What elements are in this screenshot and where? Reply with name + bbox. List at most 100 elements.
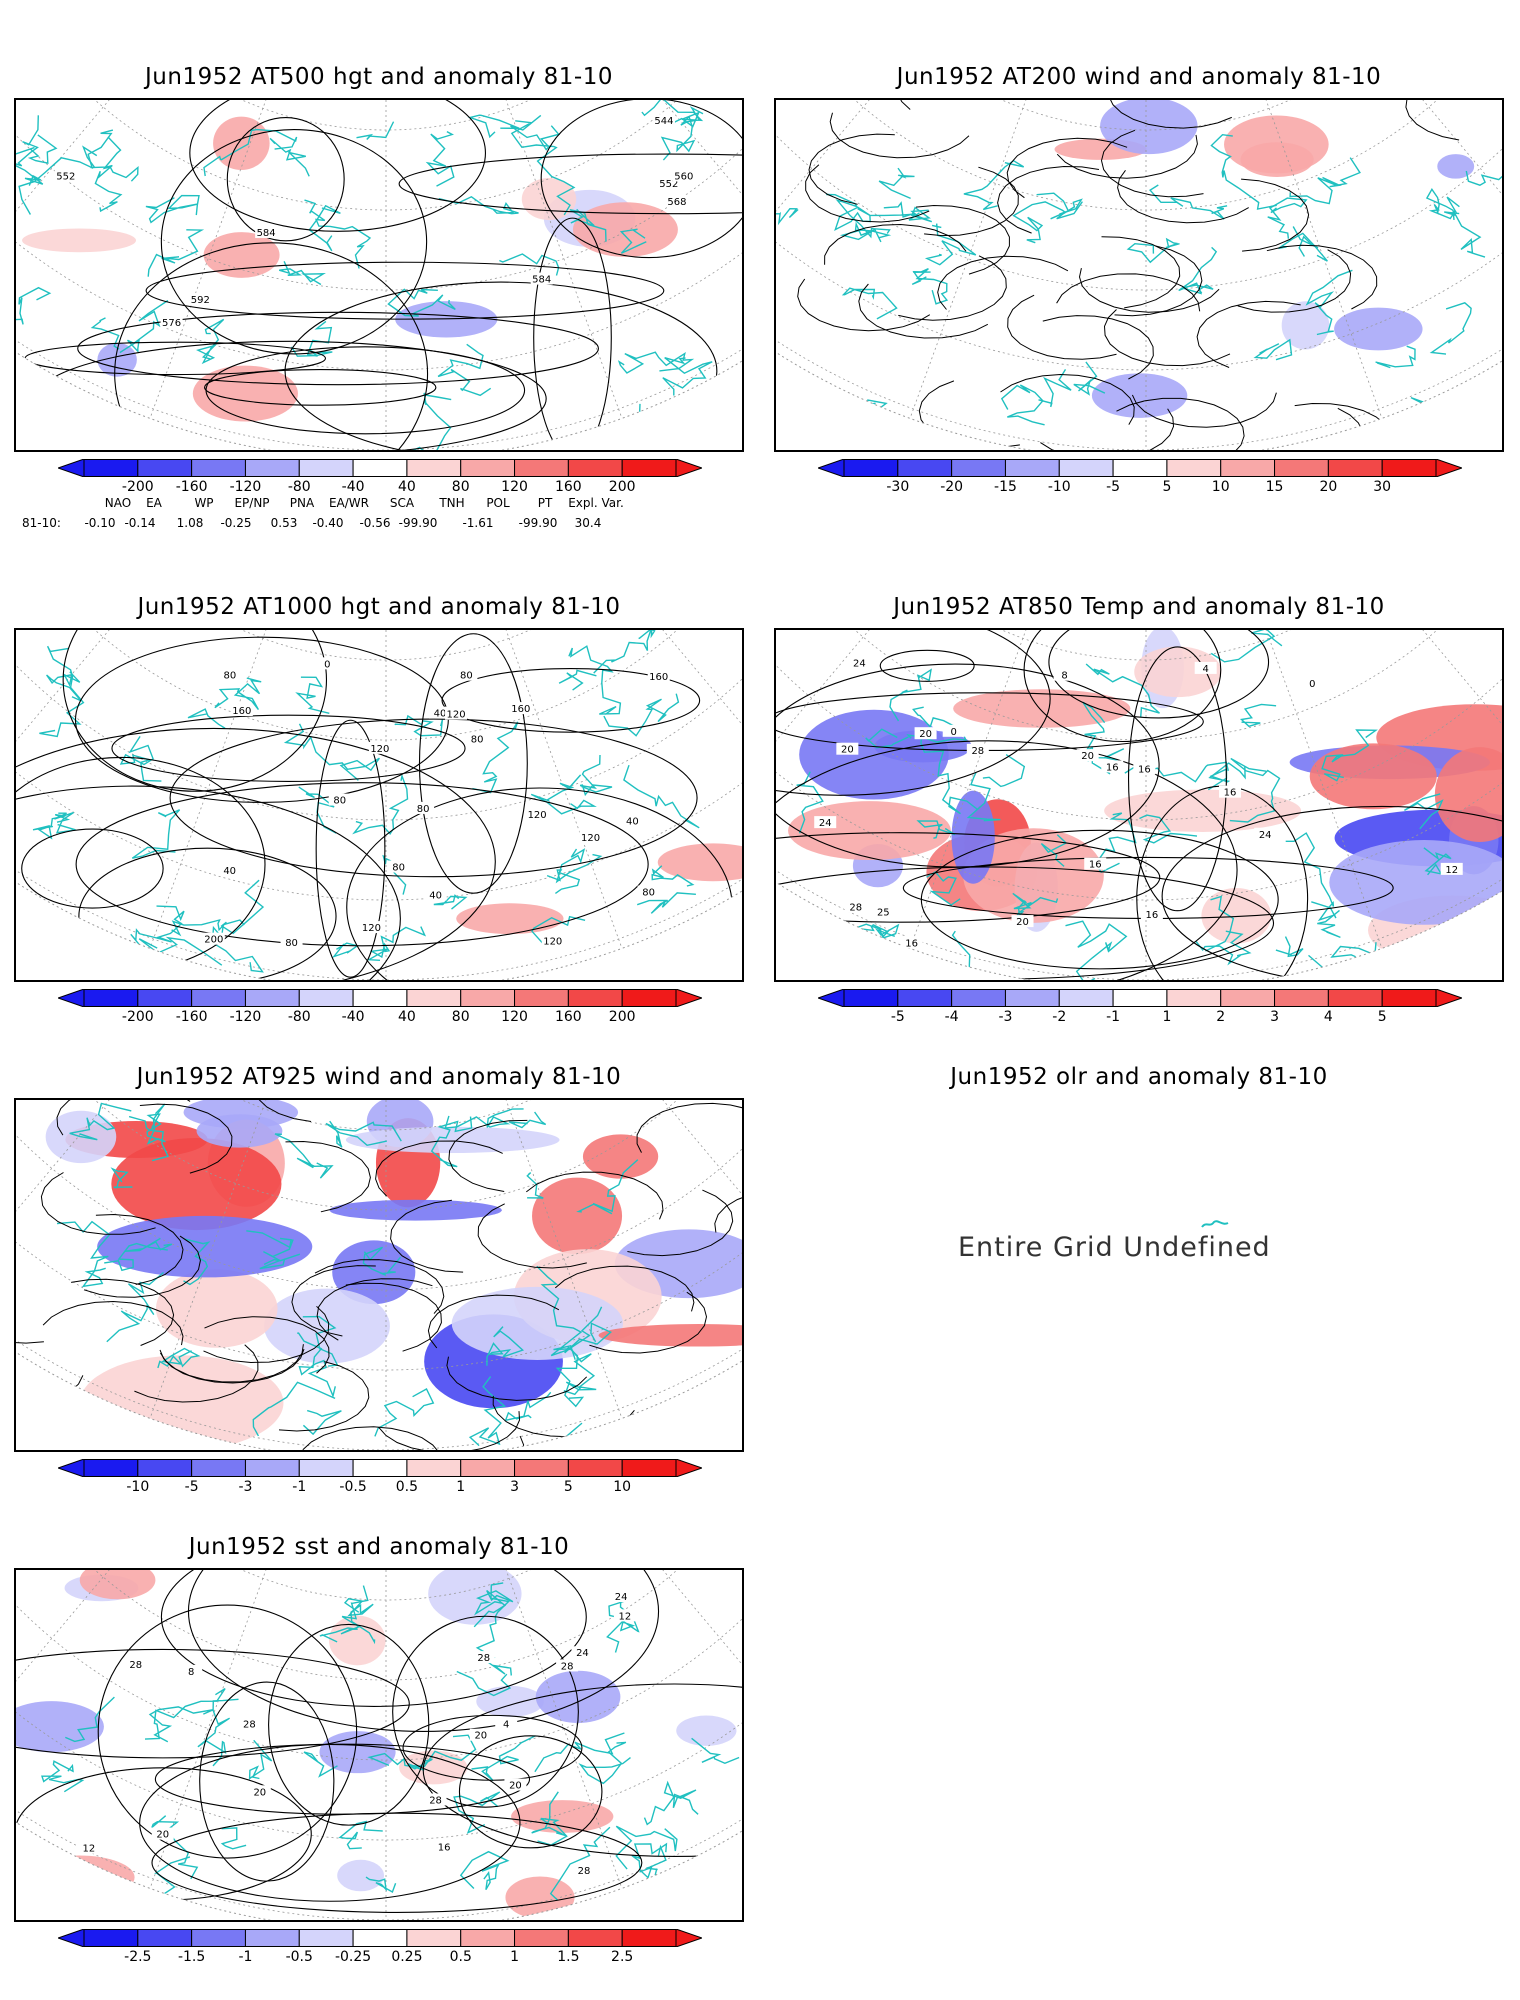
coastline bbox=[1082, 701, 1111, 775]
contour-label-bg bbox=[556, 1659, 579, 1672]
streamline bbox=[1056, 134, 1198, 179]
contour-line bbox=[78, 847, 337, 980]
negative-anomaly-area bbox=[97, 342, 137, 377]
contour-label: 16 bbox=[1089, 860, 1102, 871]
colorbar-swatch bbox=[1004, 989, 1060, 1007]
streamline bbox=[1131, 392, 1277, 428]
negative-anomaly-area bbox=[1437, 154, 1475, 179]
coastline bbox=[104, 1242, 168, 1272]
colorbar-swatch bbox=[1327, 989, 1383, 1007]
coastline bbox=[546, 869, 581, 894]
teleconnection-header: Expl. Var. bbox=[568, 496, 624, 510]
streamline bbox=[159, 1348, 305, 1384]
coastline bbox=[1139, 814, 1198, 844]
colorbar-left-arrow bbox=[818, 459, 845, 477]
colorbar-tick-label: -1 bbox=[292, 1479, 307, 1495]
map-temp850: 20 0 0 16 4 8 16 12 16 20 24 28 28 24 20 24 20 16 16 25 16 bbox=[774, 628, 1504, 982]
negative-anomaly-area bbox=[16, 1701, 104, 1753]
colorbar-swatch bbox=[1166, 459, 1222, 477]
streamline bbox=[1252, 407, 1364, 450]
contour-label: 25 bbox=[877, 908, 890, 919]
contour-label-bg bbox=[509, 702, 532, 715]
streamline bbox=[316, 1278, 433, 1341]
contour-label-bg bbox=[189, 292, 212, 305]
contour-label: 24 bbox=[853, 659, 866, 670]
contour-label-bg bbox=[316, 657, 339, 670]
contour-label: 4 bbox=[1203, 664, 1209, 675]
colorbar-tick-label: 80 bbox=[451, 1009, 470, 1025]
coastline bbox=[16, 115, 44, 186]
coastline bbox=[530, 774, 597, 815]
colorbar-swatch bbox=[1112, 989, 1168, 1007]
teleconnection-row-label: 81-10: bbox=[22, 516, 61, 530]
coastline bbox=[1210, 630, 1283, 663]
map-hgt500: 552 544 552 560 568 576 584 584 592 bbox=[14, 98, 744, 452]
streamline bbox=[915, 204, 1010, 275]
colorbar-swatch bbox=[137, 459, 193, 477]
colorbar-tick-label: 3 bbox=[1270, 1009, 1279, 1025]
colorbar-tick-label: -0.5 bbox=[285, 1949, 313, 1965]
contour-line bbox=[1161, 805, 1502, 980]
contour-label: 80 bbox=[471, 735, 484, 746]
panel-title-wind925: Jun1952 AT925 wind and anomaly 81-10 bbox=[136, 1064, 622, 1090]
streamline bbox=[1100, 129, 1204, 198]
streamline bbox=[446, 1356, 588, 1401]
coastline bbox=[472, 721, 519, 794]
colorbar-left-arrow bbox=[58, 459, 85, 477]
latitude-circle bbox=[16, 100, 742, 291]
streamline bbox=[636, 1102, 742, 1153]
coastline bbox=[343, 1598, 376, 1645]
meridian-line bbox=[112, 630, 387, 980]
coastline bbox=[865, 728, 909, 749]
coastline bbox=[883, 201, 933, 223]
meridian-line bbox=[385, 1100, 660, 1450]
contour-line bbox=[77, 311, 599, 386]
coastline bbox=[433, 894, 468, 910]
colorbar-swatch bbox=[1220, 989, 1276, 1007]
coastline bbox=[638, 403, 675, 426]
coastline bbox=[660, 105, 704, 161]
map-wind925 bbox=[14, 1098, 744, 1452]
contour-label-bg bbox=[872, 905, 895, 918]
streamline bbox=[829, 112, 970, 159]
positive-anomaly-area bbox=[22, 228, 137, 253]
colorbar-tick-label: -1.5 bbox=[177, 1949, 206, 1965]
colorbar-right-arrow bbox=[1435, 459, 1462, 477]
contour-label-bg bbox=[652, 114, 675, 127]
coastline bbox=[329, 1120, 343, 1148]
coastline bbox=[138, 936, 223, 966]
coastline bbox=[691, 1737, 740, 1765]
streamline bbox=[824, 223, 967, 265]
contour-label-bg bbox=[218, 668, 241, 681]
contour-label: 80 bbox=[392, 863, 405, 874]
contour-label: 552 bbox=[659, 179, 678, 190]
negative-anomaly-area bbox=[345, 1126, 560, 1154]
colorbar-swatch bbox=[951, 459, 1006, 477]
meridian-line bbox=[385, 630, 742, 701]
contour-label: 16 bbox=[905, 938, 918, 949]
coastline bbox=[1425, 187, 1460, 220]
contour-label-bg bbox=[1101, 760, 1124, 773]
coastline bbox=[558, 669, 597, 691]
coastline bbox=[578, 1741, 631, 1785]
coastline bbox=[362, 1246, 402, 1276]
coastline bbox=[1404, 793, 1444, 830]
colorbar-swatch bbox=[191, 1459, 246, 1477]
coastline bbox=[662, 357, 713, 396]
colorbar-swatch bbox=[621, 459, 677, 477]
contour-label-bg bbox=[151, 1827, 174, 1840]
colorbar-swatch bbox=[567, 989, 623, 1007]
map-sst: 24 28 28 20 4 8 12 16 12 20 20 28 28 20 24 28 28 bbox=[14, 1568, 744, 1922]
teleconnection-value: -0.10 bbox=[84, 516, 116, 530]
coastline bbox=[18, 129, 114, 215]
map-hgt1000: 160 80 80 120 80 40 80 80 120 40 160 120 0 200 160 40 80… bbox=[14, 628, 744, 982]
coastline bbox=[144, 1688, 226, 1740]
coastline bbox=[220, 1827, 247, 1850]
contour-label: 28 bbox=[243, 1720, 256, 1731]
colorbar-tick-label: 5 bbox=[563, 1479, 573, 1495]
streamline bbox=[858, 283, 989, 339]
contour-label-bg bbox=[160, 316, 183, 329]
contour-line bbox=[1048, 630, 1270, 719]
streamline bbox=[776, 441, 873, 450]
colorbar-tick-label: -10 bbox=[126, 1479, 150, 1495]
